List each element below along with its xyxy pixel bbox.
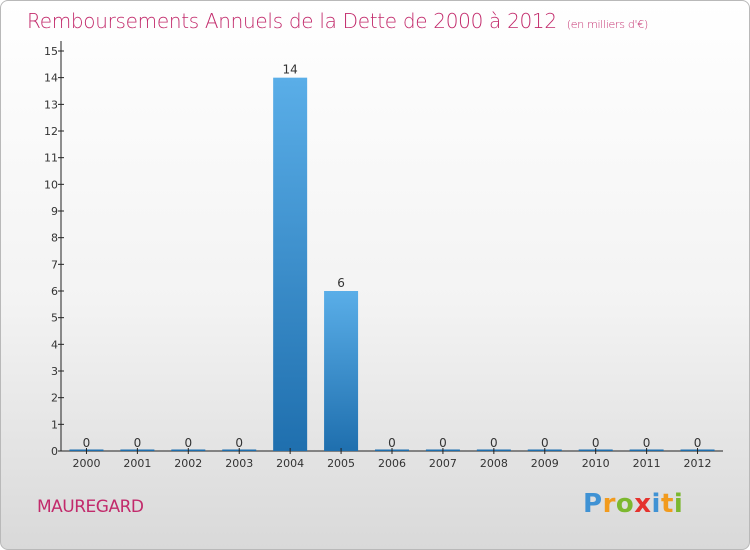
x-tick-label-2009: 2009 (531, 457, 559, 470)
y-tick-label: 2 (51, 392, 58, 405)
data-label-2007: 0 (439, 436, 447, 450)
y-tick-label: 7 (51, 258, 58, 271)
commune-name: MAUREGARD (37, 497, 144, 517)
y-tick-label: 8 (51, 232, 58, 245)
x-tick-label-2011: 2011 (633, 457, 661, 470)
y-tick-label: 1 (51, 418, 58, 431)
y-tick-label: 0 (51, 445, 58, 458)
x-tick-label-2006: 2006 (378, 457, 406, 470)
y-tick-label: 13 (44, 98, 58, 111)
data-label-2011: 0 (643, 436, 651, 450)
y-tick-label: 9 (51, 205, 58, 218)
y-tick-label: 10 (44, 178, 58, 191)
y-tick-label: 15 (44, 45, 58, 58)
chart-title: Remboursements Annuels de la Dette de 20… (27, 9, 648, 33)
x-tick-label-2001: 2001 (123, 457, 151, 470)
x-tick-label-2000: 2000 (72, 457, 100, 470)
data-label-2012: 0 (694, 436, 702, 450)
x-tick-label-2008: 2008 (480, 457, 508, 470)
x-tick-label-2010: 2010 (582, 457, 610, 470)
data-label-2002: 0 (184, 436, 192, 450)
title-unit: (en milliers d'€) (566, 18, 648, 31)
y-tick-label: 5 (51, 312, 58, 325)
bar-2004 (273, 77, 308, 452)
y-tick-label: 11 (44, 152, 58, 165)
x-tick-label-2012: 2012 (684, 457, 712, 470)
data-label-2003: 0 (235, 436, 243, 450)
data-label-2006: 0 (388, 436, 396, 450)
data-label-2008: 0 (490, 436, 498, 450)
x-tick-label-2003: 2003 (225, 457, 253, 470)
y-tick-label: 3 (51, 365, 58, 378)
x-ticks: 2000 2001 2002 2003 2004 2005 2006 2007 2008 2009… (72, 448, 712, 470)
y-tick-label: 6 (51, 285, 58, 298)
data-label-2004: 14 (283, 63, 298, 77)
data-label-2010: 0 (592, 436, 600, 450)
x-tick-label-2005: 2005 (327, 457, 355, 470)
y-tick-label: 14 (44, 72, 58, 85)
x-tick-label-2004: 2004 (276, 457, 304, 470)
bars: 0 0 0 0 14 6 0 0 0 0 0 0 0 (69, 63, 715, 452)
x-tick-label-2002: 2002 (174, 457, 202, 470)
y-tick-label: 12 (44, 125, 58, 138)
data-label-2001: 0 (134, 436, 142, 450)
data-label-2000: 0 (83, 436, 91, 450)
data-label-2005: 6 (337, 276, 345, 290)
proxiti-logo[interactable]: Proxiti (583, 489, 684, 519)
bar-2005 (324, 291, 359, 451)
title-text: Remboursements Annuels de la Dette de 20… (27, 9, 557, 33)
y-tick-label: 4 (51, 338, 58, 351)
x-tick-label-2007: 2007 (429, 457, 457, 470)
data-label-2009: 0 (541, 436, 549, 450)
